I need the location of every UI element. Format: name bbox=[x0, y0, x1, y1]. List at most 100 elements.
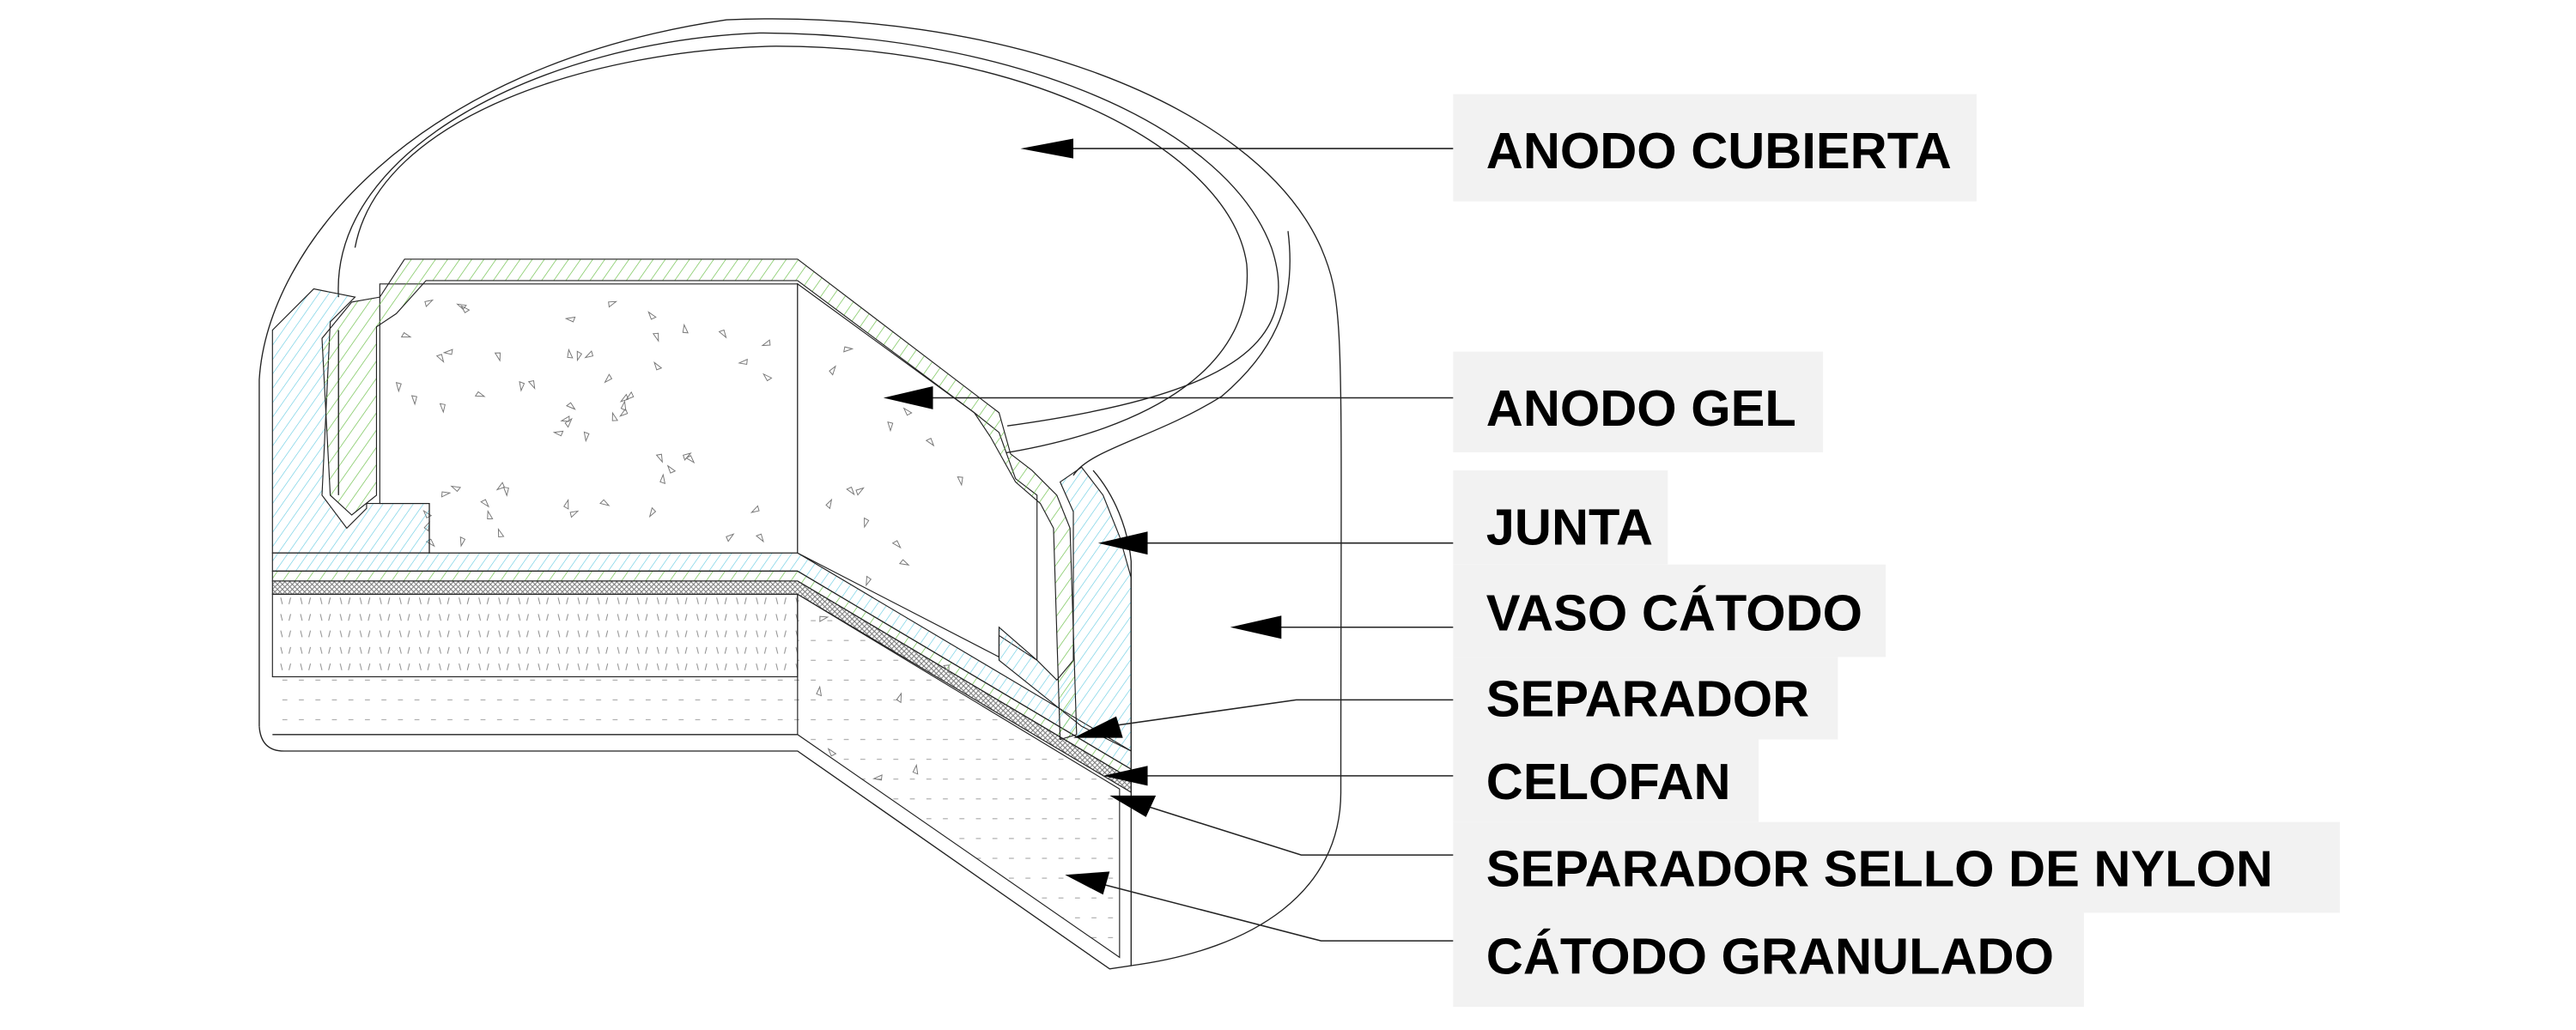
gel-speck bbox=[682, 323, 689, 334]
gel-speck bbox=[685, 455, 696, 464]
anode-gel bbox=[379, 282, 1038, 781]
label-vaso-catodo: VASO CÁTODO bbox=[1230, 564, 1886, 657]
cathode-can-outline bbox=[258, 18, 1342, 970]
gel-speck bbox=[864, 517, 870, 529]
gel-speck bbox=[718, 329, 727, 339]
gel-speck bbox=[604, 373, 613, 384]
gel-speck bbox=[819, 615, 829, 622]
label-anodo-cubierta: ANODO CUBIERTA bbox=[1020, 94, 1977, 202]
gel-speck bbox=[474, 391, 486, 397]
gel-speck bbox=[652, 332, 659, 342]
gel-speck bbox=[442, 348, 453, 355]
gel-speck bbox=[611, 411, 618, 421]
gel-speck bbox=[527, 380, 536, 390]
gel-speck bbox=[608, 300, 618, 308]
gel-speck bbox=[625, 391, 635, 401]
gel-speck bbox=[755, 533, 764, 543]
gel-speck bbox=[450, 485, 462, 493]
gel-speck bbox=[552, 430, 564, 437]
gel-speck bbox=[738, 358, 748, 366]
gel-speck bbox=[560, 415, 570, 422]
label-celofan: CELOFAN bbox=[1103, 739, 1759, 822]
label-text: ANODO CUBIERTA bbox=[1486, 122, 1952, 179]
gel-speck bbox=[902, 407, 913, 416]
gel-speck bbox=[659, 473, 666, 485]
gel-speck bbox=[497, 527, 505, 537]
gel-speck bbox=[569, 510, 580, 518]
gel-speck bbox=[898, 559, 910, 566]
gel-speck bbox=[816, 685, 823, 697]
gel-speck bbox=[866, 575, 872, 587]
gel-speck bbox=[519, 381, 526, 392]
arrow-head-icon bbox=[883, 386, 933, 409]
label-anodo-gel: ANODO GEL bbox=[883, 351, 1824, 452]
label-separador: SEPARADOR bbox=[1073, 657, 1838, 740]
gel-speck bbox=[620, 400, 627, 411]
gel-speck bbox=[855, 487, 865, 496]
gel-speck bbox=[896, 692, 902, 704]
label-catodo-granulado: CÁTODO GRANULADO bbox=[1065, 871, 2084, 1008]
cathode-granulate bbox=[271, 593, 1121, 959]
gel-speck bbox=[726, 533, 735, 542]
arrow-head-icon bbox=[1109, 795, 1157, 817]
gel-speck bbox=[439, 403, 446, 414]
label-text: CÁTODO GRANULADO bbox=[1486, 928, 2054, 985]
gel-speck bbox=[887, 421, 894, 433]
gel-speck bbox=[410, 395, 417, 406]
gel-speck bbox=[424, 299, 434, 308]
label-text: VASO CÁTODO bbox=[1486, 585, 1862, 642]
gel-speck bbox=[435, 354, 445, 363]
gel-speck bbox=[843, 346, 854, 353]
gel-speck bbox=[648, 506, 657, 518]
gel-speck bbox=[762, 373, 773, 382]
arrow-head-icon bbox=[1230, 615, 1282, 639]
gel-speck bbox=[666, 464, 677, 474]
gel-speck bbox=[563, 498, 569, 510]
gel-speck bbox=[655, 453, 663, 464]
arrow-head-icon bbox=[1073, 716, 1123, 738]
label-text: SEPARADOR bbox=[1486, 670, 1809, 728]
gel-speck bbox=[683, 452, 692, 461]
label-text: SEPARADOR SELLO DE NYLON bbox=[1486, 840, 2273, 898]
anode-cover bbox=[321, 258, 1078, 741]
gel-speck bbox=[761, 339, 771, 347]
gel-speck bbox=[599, 499, 611, 506]
gasket bbox=[271, 288, 1132, 752]
label-junta: JUNTA bbox=[1097, 470, 1668, 565]
gel-speck bbox=[957, 476, 963, 487]
gel-speck bbox=[567, 348, 574, 359]
gel-speck bbox=[872, 774, 883, 781]
gel-speck bbox=[618, 408, 629, 417]
arrow-head-icon bbox=[1020, 138, 1073, 159]
gel-speck bbox=[395, 381, 402, 393]
label-text: JUNTA bbox=[1486, 499, 1653, 556]
gel-speck bbox=[647, 311, 657, 320]
gel-speck bbox=[619, 393, 629, 403]
label-text: CELOFAN bbox=[1486, 753, 1731, 810]
gel-speck bbox=[456, 303, 467, 311]
gel-speck bbox=[487, 509, 494, 519]
arrow-head-icon bbox=[1103, 766, 1148, 786]
gel-speck bbox=[829, 365, 836, 376]
gel-speck bbox=[750, 505, 760, 513]
gel-speck bbox=[494, 352, 501, 362]
gel-speck bbox=[891, 540, 902, 549]
gel-speck bbox=[565, 402, 576, 410]
gel-speck bbox=[943, 664, 950, 675]
gel-speck bbox=[825, 498, 833, 510]
gel-speck bbox=[440, 491, 452, 498]
gel-speck bbox=[502, 486, 509, 497]
arrow-head-icon bbox=[1065, 871, 1110, 895]
gel-speck bbox=[583, 431, 590, 443]
gel-speck bbox=[584, 350, 594, 359]
arrow-head-icon bbox=[1097, 531, 1148, 555]
gel-speck bbox=[495, 482, 506, 491]
gel-speck bbox=[912, 763, 919, 775]
gel-speck bbox=[480, 499, 490, 508]
gel-speck bbox=[564, 316, 576, 323]
label-separador-sello-nylon: SEPARADOR SELLO DE NYLON bbox=[1109, 795, 2340, 913]
gel-speck bbox=[653, 360, 663, 371]
gel-speck bbox=[576, 350, 583, 362]
gel-speck bbox=[925, 438, 935, 447]
